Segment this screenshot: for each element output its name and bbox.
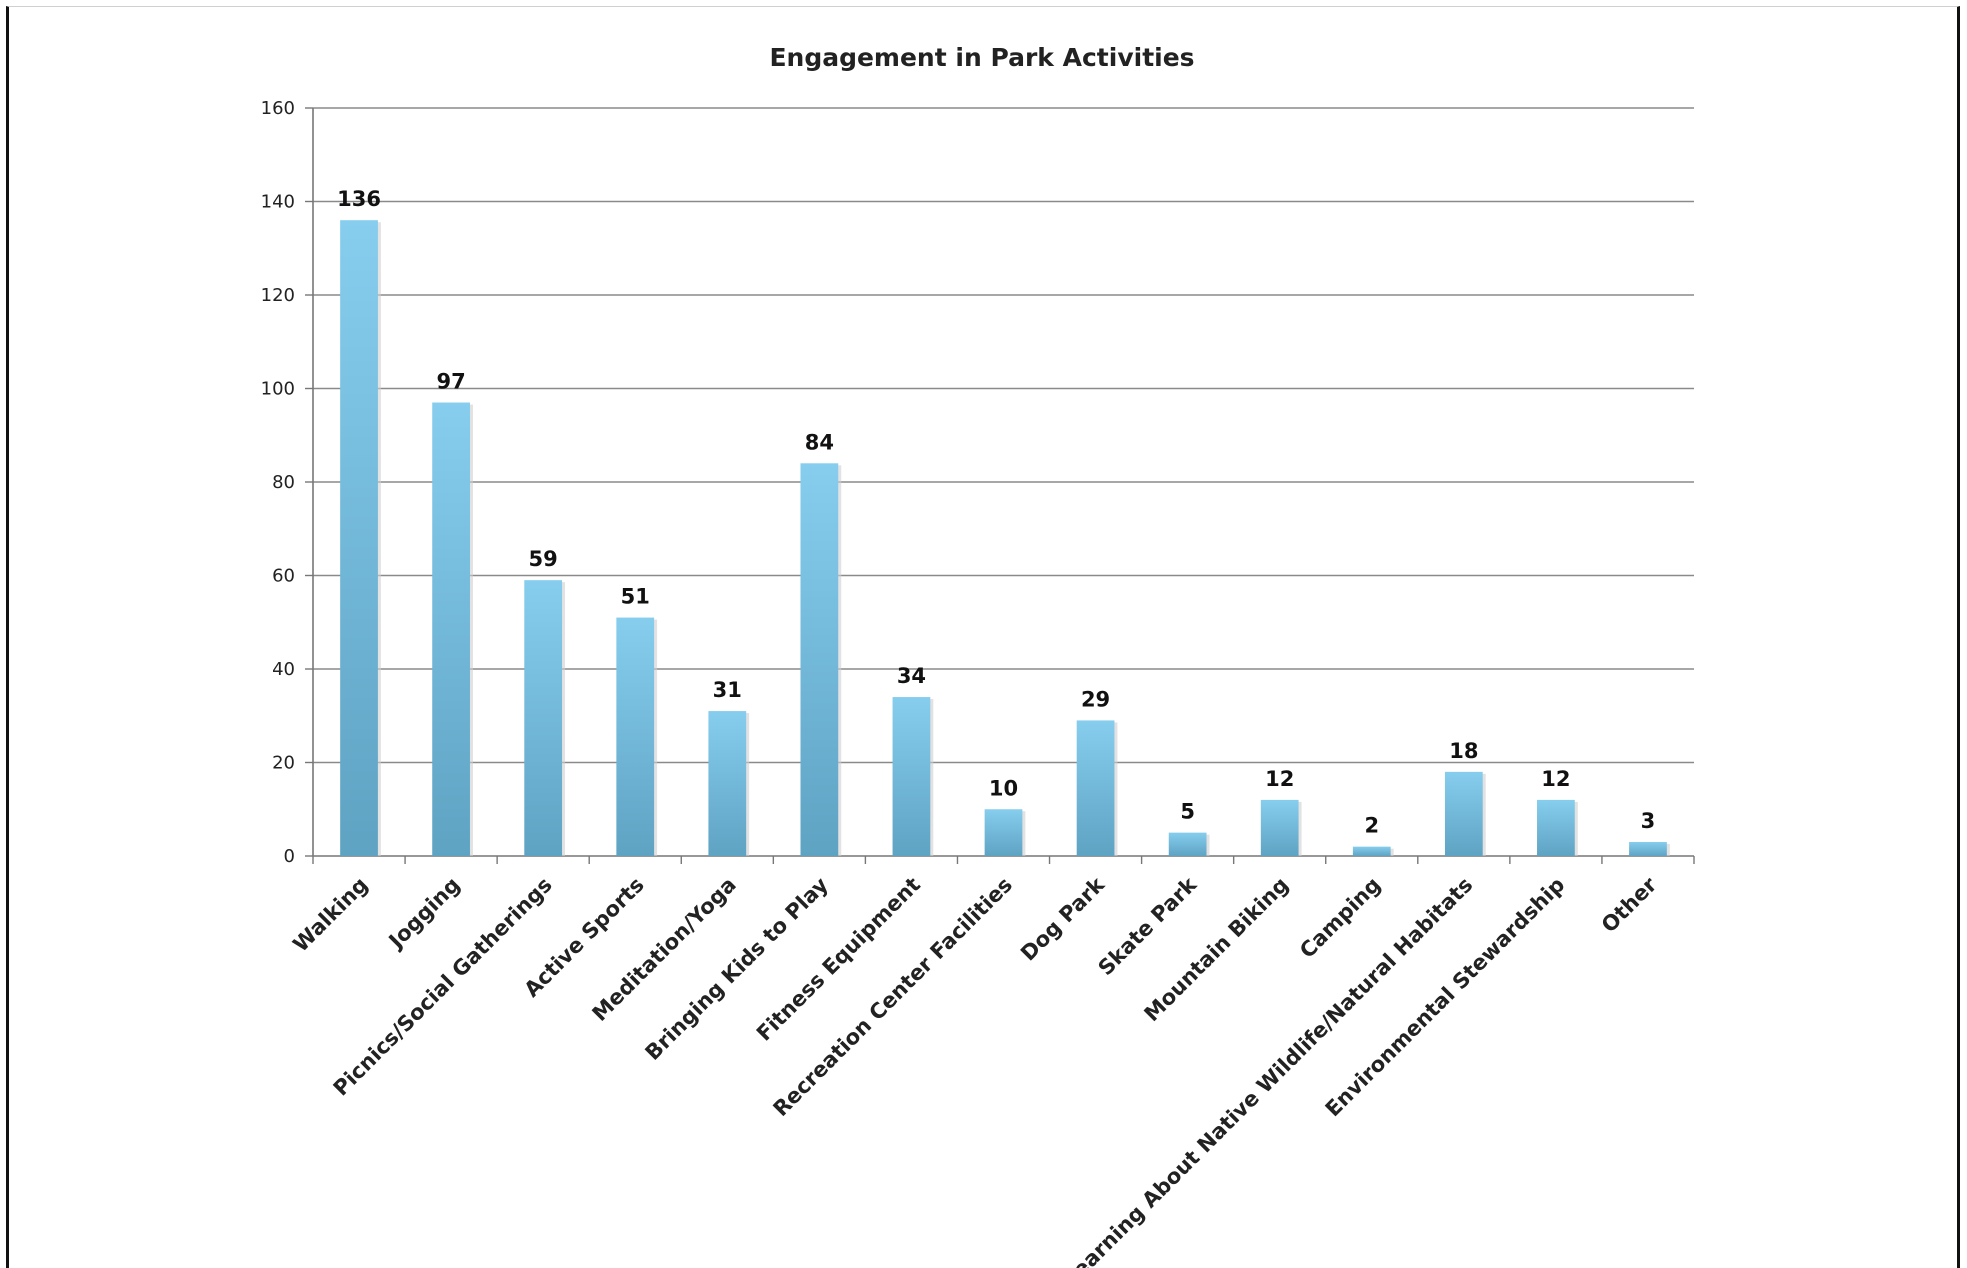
bar <box>1076 720 1115 856</box>
category-label: Other <box>1597 872 1662 937</box>
y-tick-label: 0 <box>284 846 295 867</box>
y-tick-label: 120 <box>261 285 295 306</box>
value-label: 84 <box>805 430 834 454</box>
value-label: 136 <box>337 187 381 211</box>
y-tick-label: 100 <box>261 379 295 400</box>
category-label: Walking <box>288 873 372 957</box>
value-label: 97 <box>436 370 465 394</box>
bar <box>524 580 563 856</box>
gridlines <box>313 107 1694 764</box>
bar <box>1629 841 1667 856</box>
bar <box>1444 771 1483 856</box>
category-label: Jogging <box>383 873 465 955</box>
y-tick-label: 40 <box>272 659 295 680</box>
value-label: 5 <box>1180 800 1195 824</box>
category-label: Fitness Equipment <box>752 873 925 1046</box>
y-tick-label: 140 <box>261 192 295 213</box>
value-label: 12 <box>1541 767 1570 791</box>
bar <box>892 697 931 856</box>
category-label: Camping <box>1295 873 1385 963</box>
chart-frame <box>6 6 1960 1268</box>
value-label: 18 <box>1449 739 1478 763</box>
bar <box>432 402 470 856</box>
bar <box>800 463 839 856</box>
y-tick-label: 60 <box>272 566 295 587</box>
category-label: Bringing Kids to Play <box>641 872 834 1065</box>
bar <box>984 809 1023 856</box>
bar <box>340 220 378 856</box>
bar <box>1168 832 1207 856</box>
value-label: 34 <box>897 664 926 688</box>
category-label: Learning About Native Wildlife/Natural H… <box>1058 873 1477 1268</box>
bars <box>340 220 1670 856</box>
bar <box>1260 799 1299 856</box>
value-label: 3 <box>1641 809 1656 833</box>
value-label: 12 <box>1265 767 1294 791</box>
bar <box>1537 799 1575 856</box>
category-label: Dog Park <box>1016 872 1110 966</box>
value-label: 51 <box>621 585 650 609</box>
value-label: 29 <box>1081 687 1110 711</box>
y-tick-label: 160 <box>261 98 295 119</box>
value-label: 59 <box>529 547 558 571</box>
bar <box>1352 846 1391 856</box>
value-label: 2 <box>1364 814 1379 838</box>
bar <box>616 617 655 856</box>
y-tick-label: 80 <box>272 472 295 493</box>
bar <box>708 711 747 856</box>
y-tick-label: 20 <box>272 753 295 774</box>
value-labels: 136 97 59 51 31 84 34 10 29 5 12 2 18 12 3 <box>337 187 1655 837</box>
chart-title: Engagement in Park Activities <box>769 43 1194 72</box>
value-label: 31 <box>713 678 742 702</box>
value-label: 10 <box>989 776 1018 800</box>
